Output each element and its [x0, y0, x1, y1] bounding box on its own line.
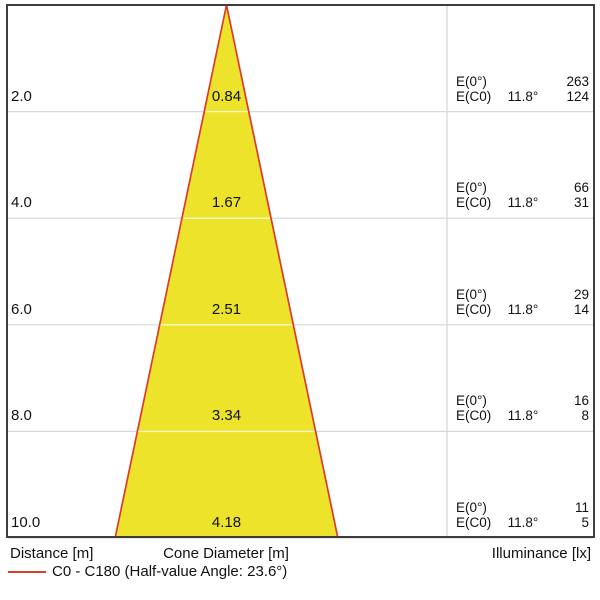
ec0-label: E(C0) — [456, 195, 492, 211]
e0-label: E(0°) — [456, 286, 487, 302]
legend-label: C0 - C180 (Half-value Angle: 23.6°) — [52, 563, 288, 580]
beam-angle-value: 11.8° — [507, 195, 539, 211]
cone-diameter-value: 3.34 — [211, 407, 242, 425]
ec0-label: E(C0) — [456, 515, 492, 530]
e0-label: E(0°) — [456, 180, 487, 196]
beam-angle-value: 11.8° — [507, 515, 539, 530]
cone-diameter-axis-label: Cone Diameter [m] — [163, 545, 289, 562]
illuminance-axis-label: Illuminance [lx] — [491, 545, 591, 562]
cone-diameter-value: 4.18 — [211, 514, 242, 531]
cone-diameter-value: 1.67 — [211, 194, 242, 212]
ec0-illuminance-value: 8 — [581, 408, 589, 424]
e0-illuminance-value: 29 — [573, 286, 589, 302]
ec0-illuminance-value: 5 — [581, 515, 589, 530]
ec0-illuminance-value: 31 — [573, 195, 589, 211]
ec0-label: E(C0) — [456, 88, 492, 104]
distance-value: 2.0 — [11, 87, 32, 105]
ec0-label: E(C0) — [456, 408, 492, 424]
legend-line-swatch — [8, 571, 46, 573]
distance-value: 4.0 — [11, 194, 32, 212]
beam-angle-value: 11.8° — [507, 88, 539, 104]
beam-angle-value: 11.8° — [507, 408, 539, 424]
cone-diameter-value: 0.84 — [211, 87, 242, 105]
e0-illuminance-value: 66 — [573, 180, 589, 196]
ec0-illuminance-value: 14 — [573, 301, 589, 317]
e0-label: E(0°) — [456, 500, 487, 515]
distance-value: 10.0 — [11, 514, 41, 531]
beam-angle-value: 11.8° — [507, 301, 539, 317]
cone-diameter-value: 2.51 — [211, 300, 242, 318]
e0-illuminance-value: 263 — [566, 73, 589, 89]
distance-value: 6.0 — [11, 300, 32, 318]
distance-value: 8.0 — [11, 407, 32, 425]
cone-fill — [115, 5, 338, 538]
e0-illuminance-value: 16 — [573, 393, 589, 409]
ec0-label: E(C0) — [456, 301, 492, 317]
e0-illuminance-value: 11 — [574, 500, 589, 515]
e0-label: E(0°) — [456, 393, 487, 409]
distance-axis-label: Distance [m] — [10, 545, 94, 562]
ec0-illuminance-value: 124 — [566, 88, 589, 104]
e0-label: E(0°) — [456, 73, 487, 89]
